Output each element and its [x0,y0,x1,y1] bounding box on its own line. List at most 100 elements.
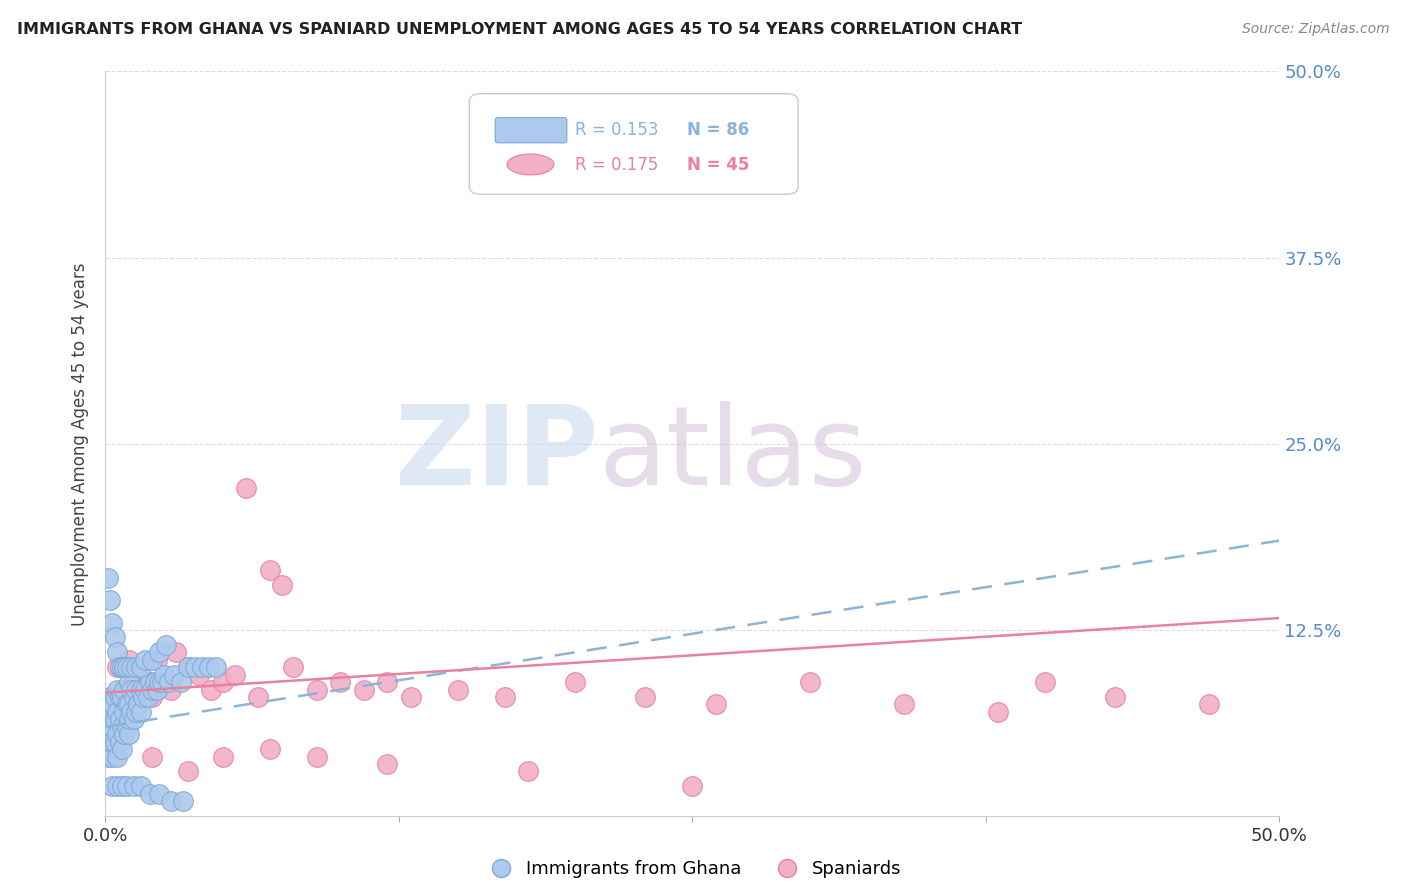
Point [104,690,127,704]
Point [101,735,124,749]
Point [105,749,128,764]
Point [112,705,135,719]
Point [132,690,155,704]
Point [681,780,703,794]
Point [120,705,142,719]
Point [211,749,233,764]
Point [139,675,162,690]
Point [172,794,194,808]
Point [165,645,187,659]
Point [204,660,226,674]
Point [101,720,124,734]
Point [111,720,134,734]
Point [112,727,135,741]
Point [141,690,163,704]
Point [122,690,145,704]
Point [98,735,121,749]
Point [125,705,148,719]
Point [129,660,152,674]
Point [105,682,128,697]
Point [169,675,191,690]
Point [98,720,121,734]
Text: Source: ZipAtlas.com: Source: ZipAtlas.com [1241,22,1389,37]
Point [112,682,135,697]
Point [118,653,141,667]
Point [115,780,138,794]
Point [183,660,205,674]
Point [329,675,352,690]
Point [118,675,141,690]
Point [305,749,328,764]
Point [127,698,149,712]
Point [105,727,128,741]
Point [111,690,134,704]
Point [118,712,141,726]
Point [141,749,163,764]
Point [101,749,124,764]
Point [129,705,152,719]
Point [399,690,422,704]
Point [564,675,586,690]
Point [120,660,142,674]
Point [111,660,134,674]
Y-axis label: Unemployment Among Ages 45 to 54 years: Unemployment Among Ages 45 to 54 years [72,262,90,625]
Point [162,667,184,681]
Point [111,742,134,756]
Point [115,698,138,712]
Point [105,705,128,719]
Point [176,764,198,779]
Text: N = 86: N = 86 [686,121,749,139]
Point [375,675,398,690]
Point [247,690,270,704]
Point [101,698,124,712]
Point [112,660,135,674]
Point [115,720,138,734]
Text: R = 0.153: R = 0.153 [575,121,658,139]
Text: N = 45: N = 45 [686,156,749,174]
Point [97,571,120,585]
Point [1104,690,1126,704]
Legend: Immigrants from Ghana, Spaniards: Immigrants from Ghana, Spaniards [475,853,910,886]
Point [893,698,915,712]
Point [122,780,145,794]
Point [108,690,131,704]
Point [141,682,163,697]
Point [224,667,246,681]
Point [115,660,138,674]
Point [270,578,292,592]
Point [148,645,170,659]
Point [704,698,727,712]
Point [375,757,398,772]
Point [101,780,124,794]
Point [150,675,173,690]
Point [153,667,176,681]
Point [108,735,131,749]
Point [136,675,159,690]
Point [98,690,121,704]
Point [235,482,257,496]
Point [634,690,657,704]
Point [129,780,152,794]
Point [155,638,177,652]
Point [125,660,148,674]
Point [129,682,152,697]
Point [98,593,121,607]
Point [146,653,169,667]
Ellipse shape [508,154,554,175]
Point [160,794,183,808]
Point [143,675,166,690]
Point [125,682,148,697]
Point [305,682,328,697]
Point [160,682,183,697]
Text: atlas: atlas [599,401,868,508]
Point [108,660,131,674]
Point [134,653,156,667]
Point [122,712,145,726]
Point [111,780,134,794]
Text: R = 0.175: R = 0.175 [575,156,658,174]
Point [190,660,212,674]
Point [446,682,468,697]
Text: IMMIGRANTS FROM GHANA VS SPANIARD UNEMPLOYMENT AMONG AGES 45 TO 54 YEARS CORRELA: IMMIGRANTS FROM GHANA VS SPANIARD UNEMPL… [17,22,1022,37]
Point [188,667,211,681]
Point [176,660,198,674]
